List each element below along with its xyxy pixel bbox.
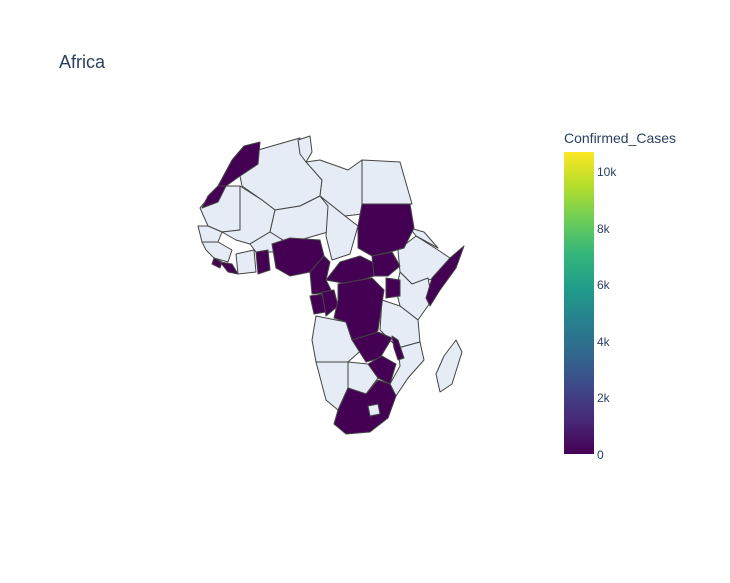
country-tunisia[interactable] (297, 135, 313, 163)
country-liberia[interactable] (219, 261, 239, 275)
colorbar-tick-8k: 8k (597, 222, 610, 236)
country-malawi[interactable] (391, 335, 405, 361)
country-uganda[interactable] (385, 277, 401, 299)
country-eritrea[interactable] (409, 227, 439, 249)
country-chad[interactable] (319, 195, 359, 261)
colorbar-tick-2k: 2k (597, 391, 610, 405)
colorbar-tick-0: 0 (597, 448, 604, 462)
country-lesotho[interactable] (367, 403, 381, 417)
country-zimbabwe[interactable] (367, 355, 397, 385)
chart-title: Africa (59, 52, 106, 72)
colorbar (564, 152, 594, 454)
country-sudan[interactable] (357, 203, 415, 257)
country-somalia[interactable] (425, 245, 465, 307)
country-western-sahara[interactable] (201, 185, 227, 209)
country-botswana[interactable] (347, 361, 379, 395)
country-cote-divoire[interactable] (235, 249, 257, 275)
country-guinea[interactable] (201, 241, 233, 263)
country-senegal[interactable] (197, 225, 223, 243)
country-south-africa[interactable] (333, 379, 397, 435)
colorbar-title: Confirmed_Cases (564, 130, 677, 146)
colorbar-tick-6k: 6k (597, 278, 610, 292)
colorbar-tick-4k: 4k (597, 335, 610, 349)
country-egypt[interactable] (361, 159, 413, 205)
country-south-sudan[interactable] (371, 251, 401, 277)
country-mozambique[interactable] (389, 341, 425, 397)
country-sierra-leone[interactable] (211, 257, 223, 269)
country-madagascar[interactable] (435, 339, 463, 393)
country-zambia[interactable] (351, 331, 393, 363)
country-ghana[interactable] (255, 249, 271, 275)
colorbar-tick-10k: 10k (597, 165, 617, 179)
